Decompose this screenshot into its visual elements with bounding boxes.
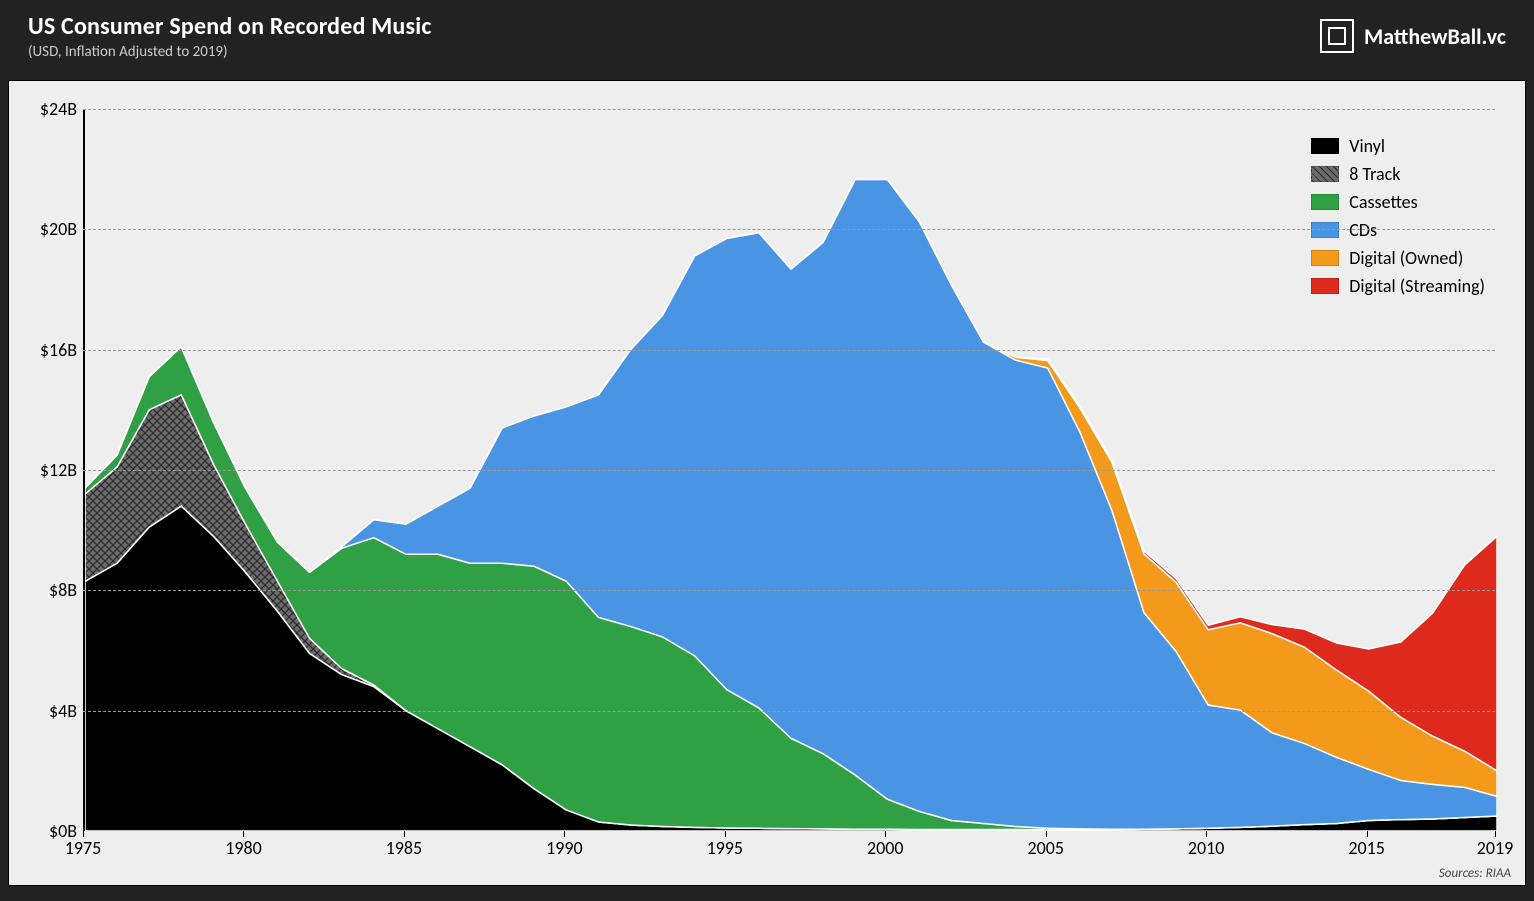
legend-swatch [1311, 194, 1339, 210]
legend-item: Cassettes [1311, 191, 1485, 213]
legend-swatch [1311, 166, 1339, 182]
x-axis-label: 1975 [65, 837, 102, 859]
y-axis-label: $8B [17, 579, 77, 601]
legend-label: Vinyl [1349, 135, 1385, 157]
x-axis-label: 2015 [1348, 837, 1385, 859]
grid-line [83, 590, 1495, 591]
legend-label: Digital (Owned) [1349, 247, 1463, 269]
legend-swatch [1311, 138, 1339, 154]
legend-item: Digital (Owned) [1311, 247, 1485, 269]
x-axis-label: 1985 [386, 837, 423, 859]
grid-line [83, 109, 1495, 110]
legend-swatch [1311, 278, 1339, 294]
title-block: US Consumer Spend on Recorded Music (USD… [28, 12, 432, 61]
legend: Vinyl8 TrackCassettesCDsDigital (Owned)D… [1311, 135, 1485, 303]
brand-logo-icon [1320, 19, 1354, 53]
y-axis-label: $20B [17, 218, 77, 240]
legend-item: Digital (Streaming) [1311, 275, 1485, 297]
y-axis-label: $4B [17, 700, 77, 722]
x-axis-label: 2000 [867, 837, 904, 859]
legend-label: 8 Track [1349, 163, 1400, 185]
x-axis-label: 2005 [1027, 837, 1064, 859]
legend-swatch [1311, 250, 1339, 266]
x-axis-label: 1980 [225, 837, 262, 859]
legend-label: Cassettes [1349, 191, 1417, 213]
y-axis-label: $12B [17, 459, 77, 481]
legend-item: 8 Track [1311, 163, 1485, 185]
chart-area: Vinyl8 TrackCassettesCDsDigital (Owned)D… [8, 80, 1526, 886]
legend-item: Vinyl [1311, 135, 1485, 157]
grid-line [83, 350, 1495, 351]
brand: MatthewBall.vc [1320, 19, 1506, 53]
y-axis-label: $24B [17, 98, 77, 120]
x-axis-label: 1995 [707, 837, 744, 859]
chart-subtitle: (USD, Inflation Adjusted to 2019) [28, 43, 432, 61]
grid-line [83, 711, 1495, 712]
legend-label: Digital (Streaming) [1349, 275, 1485, 297]
grid-line [83, 229, 1495, 230]
brand-name: MatthewBall.vc [1364, 23, 1506, 50]
x-axis-label: 1990 [546, 837, 583, 859]
x-axis-label: 2019 [1477, 837, 1514, 859]
grid-line [83, 470, 1495, 471]
source-label: Sources: RIAA [1439, 866, 1511, 881]
header: US Consumer Spend on Recorded Music (USD… [0, 0, 1534, 72]
x-axis-label: 2010 [1188, 837, 1225, 859]
y-axis-label: $16B [17, 339, 77, 361]
chart-title: US Consumer Spend on Recorded Music [28, 12, 432, 41]
